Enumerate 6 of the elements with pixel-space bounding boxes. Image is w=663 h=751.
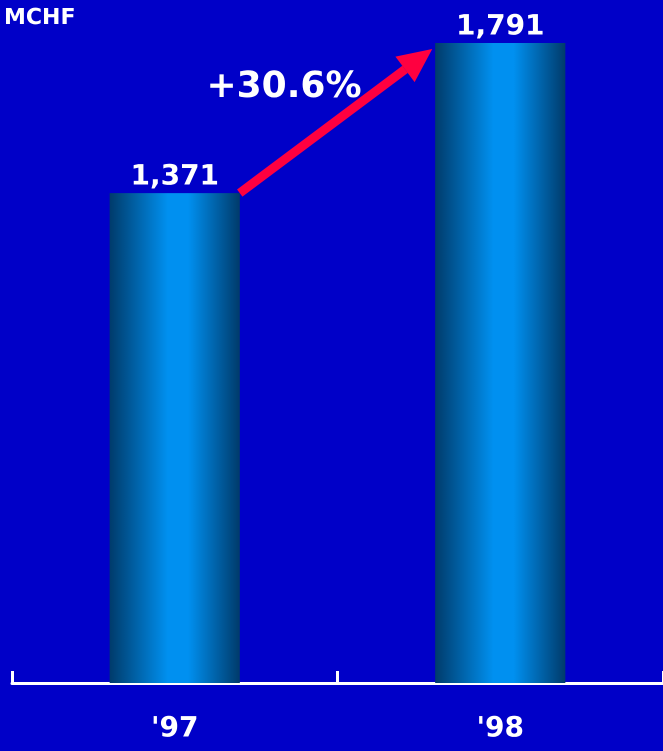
x-tick-label: '97 <box>150 710 199 744</box>
annotation: +30.6% <box>206 65 362 106</box>
data-label: 1,371 <box>130 158 220 192</box>
y-axis-title: MCHF <box>4 5 76 30</box>
data-label: 1,791 <box>456 8 545 42</box>
x-tick-label: '98 <box>476 710 524 744</box>
